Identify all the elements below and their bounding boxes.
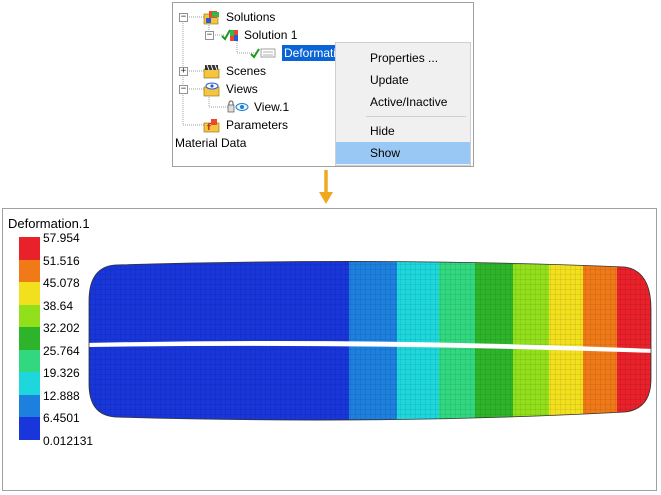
legend-tick: 19.326 — [43, 366, 80, 380]
tree-label-scenes: Scenes — [226, 64, 267, 78]
legend-swatch — [19, 417, 40, 440]
deformed-mesh-plot — [88, 261, 652, 421]
legend-swatch — [19, 349, 40, 372]
tree-node-parameters[interactable]: f Parameters — [203, 116, 290, 134]
legend-tick: 25.764 — [43, 343, 80, 358]
tree-node-deformation[interactable]: Deformati — [247, 44, 339, 62]
solution-icon — [221, 27, 239, 43]
legend-tick: 12.888 — [43, 388, 80, 403]
tree-connector-lines — [182, 16, 257, 126]
collapse-solutions-toggle[interactable]: − — [179, 12, 188, 22]
tree-node-views[interactable]: Views — [203, 80, 260, 98]
legend-swatch — [19, 282, 40, 305]
menu-separator — [366, 116, 466, 117]
legend-tick: 57.954 — [43, 231, 80, 245]
collapse-views-toggle[interactable]: − — [179, 84, 188, 94]
tree-label-deformation: Deformati — [282, 45, 339, 61]
svg-text:f: f — [207, 123, 211, 133]
tree-node-view-1[interactable]: View.1 — [227, 98, 291, 116]
tree-label-solution-1: Solution 1 — [244, 28, 298, 42]
collapse-solution1-toggle[interactable]: − — [205, 30, 214, 40]
tree-label-parameters: Parameters — [226, 118, 289, 132]
legend-swatch — [19, 237, 40, 260]
solutions-icon — [203, 9, 221, 25]
tree-node-solutions[interactable]: Solutions — [203, 8, 277, 26]
material-data-label[interactable]: Material Data — [175, 136, 247, 150]
view-eye-icon — [227, 99, 249, 115]
tree-label-views: Views — [226, 82, 258, 96]
legend-tick: 45.078 — [43, 276, 80, 290]
legend-swatch — [19, 259, 40, 282]
legend-tick: 32.202 — [43, 321, 80, 335]
legend-tick: 38.64 — [43, 298, 74, 313]
menu-item-update[interactable]: Update — [370, 73, 409, 87]
color-legend-bar — [19, 237, 40, 440]
legend-tick: 51.516 — [43, 253, 80, 268]
legend-swatch — [19, 372, 40, 395]
legend-swatch — [19, 394, 40, 417]
context-menu: Properties ... Update Active/Inactive Hi… — [335, 42, 471, 166]
scenes-icon — [203, 63, 221, 79]
tree-node-scenes[interactable]: Scenes — [203, 62, 268, 80]
tree-node-solution-1[interactable]: Solution 1 — [221, 26, 299, 44]
menu-item-active-inactive[interactable]: Active/Inactive — [370, 95, 448, 109]
legend-tick-labels: 57.954 51.516 45.078 38.64 32.202 25.764… — [43, 232, 93, 457]
legend-tick: 0.012131 — [43, 433, 94, 448]
analysis-result-viewer: Deformation.1 57.954 51.516 45.078 38.64… — [2, 208, 657, 491]
views-icon — [203, 81, 221, 97]
legend-title: Deformation.1 — [8, 216, 90, 231]
tree-label-solutions: Solutions — [226, 10, 276, 24]
legend-tick: 6.4501 — [43, 411, 80, 425]
menu-item-properties[interactable]: Properties ... — [370, 51, 439, 65]
deformation-icon — [247, 45, 279, 61]
down-arrow-icon — [319, 170, 333, 204]
legend-swatch — [19, 304, 40, 327]
expand-scenes-toggle[interactable]: + — [179, 66, 188, 76]
tree-label-view-1: View.1 — [254, 100, 290, 114]
menu-item-show[interactable]: Show — [336, 142, 470, 164]
menu-item-hide[interactable]: Hide — [370, 124, 395, 138]
parameters-icon: f — [203, 117, 221, 133]
legend-swatch — [19, 327, 40, 350]
